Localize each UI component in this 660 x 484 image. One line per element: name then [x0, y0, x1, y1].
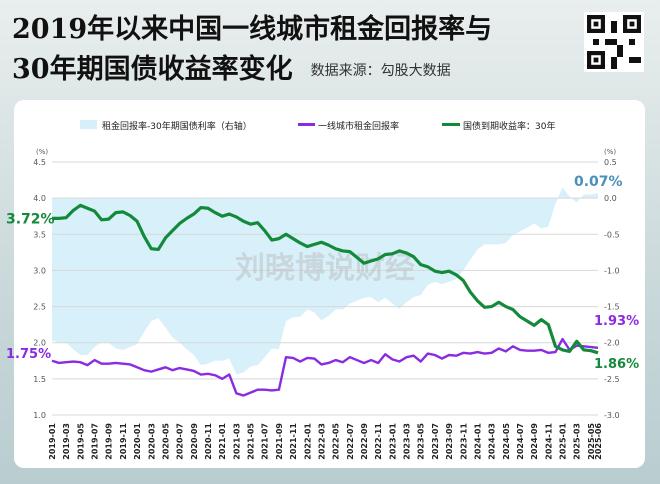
data-source: 数据来源：勾股大数据 [310, 62, 451, 79]
x-tick-label: 2021-07 [261, 423, 270, 460]
x-tick-label: 2022-11 [374, 423, 383, 460]
legend-swatch-rent [298, 123, 315, 126]
x-tick-label: 2021-09 [275, 423, 284, 460]
right-tick-label: -0.5 [604, 230, 620, 239]
x-tick-label: 2020-01 [133, 423, 142, 460]
left-axis-unit: (%) [36, 148, 48, 156]
x-tick-label: 2023-03 [403, 423, 412, 460]
x-tick-label: 2020-03 [147, 423, 156, 460]
x-tick-label: 2019-03 [62, 423, 71, 460]
x-tick-label: 2024-01 [473, 423, 482, 460]
x-tick-label: 2019-05 [76, 423, 85, 460]
title-line-2: 30年期国债收益率变化 [12, 54, 293, 85]
rent-end-label: 1.93% [594, 314, 639, 329]
right-tick-label: -1.0 [604, 266, 620, 275]
right-tick-label: 0.5 [604, 158, 617, 167]
legend-swatch-spread [80, 120, 97, 129]
title-line-1: 2019年以来中国一线城市租金回报率与 [12, 14, 493, 45]
x-tick-label: 2021-11 [289, 423, 298, 460]
x-tick-label: 2023-07 [431, 423, 440, 460]
rent-start-label: 1.75% [6, 347, 51, 362]
x-tick-label: 2023-05 [417, 423, 426, 460]
x-tick-label: 2021-01 [218, 423, 227, 460]
x-tick-label: 2024-11 [544, 423, 553, 460]
x-tick-label: 2022-01 [303, 423, 312, 460]
x-tick-label: 2024-09 [530, 423, 539, 460]
x-tick-label: 2024-05 [502, 423, 511, 460]
right-tick-label: -1.5 [604, 303, 620, 312]
right-tick-label: -3.0 [604, 411, 620, 420]
x-tick-label: 2023-09 [445, 423, 454, 460]
right-tick-label: 0.0 [604, 194, 617, 203]
right-axis-unit: (%) [604, 148, 616, 156]
x-tick-label: 2020-07 [176, 423, 185, 460]
rent-line [51, 337, 599, 397]
x-tick-label: 2020-05 [161, 423, 170, 460]
x-tick-label: 2025-03 [573, 423, 582, 460]
left-tick-label: 1.0 [33, 411, 46, 420]
x-tick-label: 2020-09 [190, 423, 199, 460]
x-tick-label: 2022-05 [332, 423, 341, 460]
bond-end-label: 1.86% [594, 357, 639, 372]
x-tick-label: 2023-01 [388, 423, 397, 460]
x-tick-label: 2020-11 [204, 423, 213, 460]
x-tick-label: 2025-01 [559, 423, 568, 460]
left-tick-label: 3.5 [33, 230, 46, 239]
x-tick-label: 2019-07 [91, 423, 100, 460]
x-tick-label: 2021-03 [232, 423, 241, 460]
right-tick-label: -2.0 [604, 339, 620, 348]
legend-swatch-bond [442, 123, 460, 126]
legend-label-bond: 国债到期收益率：30年 [463, 120, 555, 132]
x-tick-label: 2022-07 [346, 423, 355, 460]
watermark: 刘晓博说财经 [235, 251, 415, 286]
x-tick-label: 2023-11 [459, 423, 468, 460]
chart-title: 2019年以来中国一线城市租金回报率与 30年期国债收益率变化 数据来源：勾股大数… [12, 10, 492, 91]
spread-end-label: 0.07% [574, 174, 623, 190]
x-tick-label: 2019-09 [105, 423, 114, 460]
qr-code [584, 12, 644, 72]
right-tick-label: -2.5 [604, 375, 620, 384]
x-tick-label: 2024-03 [488, 423, 497, 460]
left-tick-label: 4.0 [33, 194, 46, 203]
left-tick-label: 2.0 [33, 339, 46, 348]
legend-label-rent: 一线城市租金回报率 [318, 120, 399, 132]
x-tick-label: 2022-09 [360, 423, 369, 460]
bond-line [52, 203, 599, 355]
left-tick-label: 4.5 [33, 158, 46, 167]
x-tick-label: 2024-07 [516, 423, 525, 460]
left-tick-label: 2.5 [33, 303, 46, 312]
legend-label-spread: 租金回报率-30年期国债利率（右轴） [102, 120, 252, 132]
left-tick-label: 3.0 [33, 266, 46, 275]
x-tick-label: 2025-05 [587, 423, 596, 460]
x-tick-label: 2019-01 [48, 423, 57, 460]
bond-start-label: 3.72% [6, 211, 55, 227]
x-tick-label: 2021-05 [247, 423, 256, 460]
x-tick-label: 2022-03 [317, 423, 326, 460]
x-tick-label: 2019-11 [119, 423, 128, 460]
x-tick-label: 2025-06 [594, 423, 603, 460]
left-tick-label: 1.5 [33, 375, 46, 384]
